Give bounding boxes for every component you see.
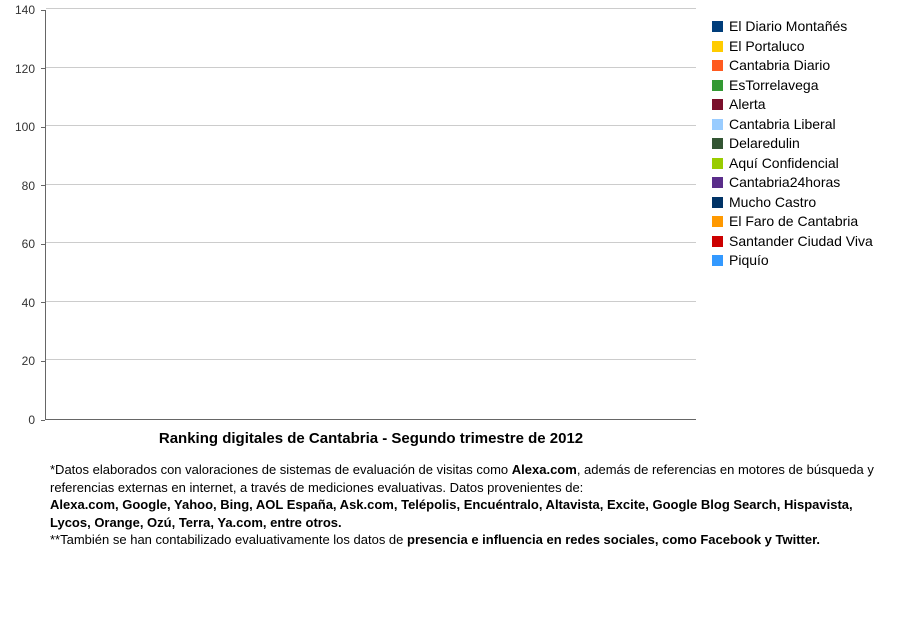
gridline — [46, 184, 696, 185]
legend-label: Cantabria24horas — [729, 174, 840, 192]
legend-swatch — [712, 236, 723, 247]
legend-item: El Diario Montañés — [712, 18, 906, 36]
y-tick-mark — [41, 68, 45, 69]
y-tick: 0 — [28, 413, 45, 427]
footnote-3: **También se han contabilizado evaluativ… — [50, 531, 881, 549]
legend-label: Cantabria Diario — [729, 57, 830, 75]
y-tick-mark — [41, 361, 45, 362]
chart-title: Ranking digitales de Cantabria - Segundo… — [46, 430, 696, 447]
y-tick-label: 20 — [22, 354, 41, 368]
legend-swatch — [712, 60, 723, 71]
legend-item: Cantabria Diario — [712, 57, 906, 75]
footnote-1: *Datos elaborados con valoraciones de si… — [50, 461, 881, 496]
legend-swatch — [712, 138, 723, 149]
legend-item: Piquío — [712, 252, 906, 270]
y-tick-mark — [41, 420, 45, 421]
footnote-3-bold: presencia e influencia en redes sociales… — [407, 532, 820, 547]
footnote-1-bold: Alexa.com — [512, 462, 577, 477]
legend-label: Santander Ciudad Viva — [729, 233, 873, 251]
legend-swatch — [712, 197, 723, 208]
legend-label: Alerta — [729, 96, 766, 114]
y-tick-label: 0 — [28, 413, 41, 427]
legend-item: El Portaluco — [712, 38, 906, 56]
legend-swatch — [712, 41, 723, 52]
legend-swatch — [712, 99, 723, 110]
legend-label: Cantabria Liberal — [729, 116, 836, 134]
y-tick: 60 — [22, 237, 45, 251]
footnote-1-pre: *Datos elaborados con valoraciones de si… — [50, 462, 512, 477]
legend-label: Mucho Castro — [729, 194, 816, 212]
footnote-2: Alexa.com, Google, Yahoo, Bing, AOL Espa… — [50, 496, 881, 531]
y-tick: 100 — [15, 120, 45, 134]
y-tick-label: 40 — [22, 296, 41, 310]
y-tick: 140 — [15, 3, 45, 17]
legend-item: Cantabria Liberal — [712, 116, 906, 134]
y-tick-label: 60 — [22, 237, 41, 251]
y-tick-label: 140 — [15, 3, 41, 17]
legend-swatch — [712, 80, 723, 91]
legend-item: Delaredulin — [712, 135, 906, 153]
y-tick-label: 120 — [15, 62, 41, 76]
bars-group — [46, 10, 696, 419]
gridline — [46, 67, 696, 68]
y-tick-label: 80 — [22, 179, 41, 193]
legend-label: El Portaluco — [729, 38, 804, 56]
gridline — [46, 8, 696, 9]
gridline — [46, 359, 696, 360]
footnotes: *Datos elaborados con valoraciones de si… — [50, 461, 881, 549]
y-tick-mark — [41, 244, 45, 245]
legend-label: Piquío — [729, 252, 769, 270]
legend-item: EsTorrelavega — [712, 77, 906, 95]
legend-swatch — [712, 255, 723, 266]
legend-item: Alerta — [712, 96, 906, 114]
plot-area — [46, 10, 696, 420]
footnote-3-pre: **También se han contabilizado evaluativ… — [50, 532, 407, 547]
legend-swatch — [712, 119, 723, 130]
y-tick: 40 — [22, 296, 45, 310]
y-tick: 80 — [22, 179, 45, 193]
legend-swatch — [712, 177, 723, 188]
y-axis: 020406080100120140 — [8, 10, 46, 420]
plot-with-axis: 020406080100120140 Ranking digitales de … — [8, 10, 696, 447]
legend-swatch — [712, 216, 723, 227]
y-tick-mark — [41, 302, 45, 303]
legend-item: Santander Ciudad Viva — [712, 233, 906, 251]
legend-label: El Faro de Cantabria — [729, 213, 858, 231]
legend-label: Delaredulin — [729, 135, 800, 153]
legend-item: Cantabria24horas — [712, 174, 906, 192]
footnote-2-bold: Alexa.com, Google, Yahoo, Bing, AOL Espa… — [50, 497, 853, 530]
y-tick: 20 — [22, 354, 45, 368]
gridline — [46, 242, 696, 243]
legend-label: Aquí Confidencial — [729, 155, 839, 173]
legend-label: El Diario Montañés — [729, 18, 847, 36]
legend: El Diario MontañésEl PortalucoCantabria … — [696, 10, 906, 272]
y-tick: 120 — [15, 62, 45, 76]
legend-item: Mucho Castro — [712, 194, 906, 212]
y-tick-mark — [41, 10, 45, 11]
y-tick-mark — [41, 185, 45, 186]
gridline — [46, 125, 696, 126]
legend-swatch — [712, 158, 723, 169]
legend-swatch — [712, 21, 723, 32]
legend-label: EsTorrelavega — [729, 77, 819, 95]
y-tick-label: 100 — [15, 120, 41, 134]
legend-item: Aquí Confidencial — [712, 155, 906, 173]
legend-item: El Faro de Cantabria — [712, 213, 906, 231]
gridline — [46, 301, 696, 302]
chart-container: 020406080100120140 Ranking digitales de … — [8, 10, 911, 447]
y-tick-mark — [41, 127, 45, 128]
